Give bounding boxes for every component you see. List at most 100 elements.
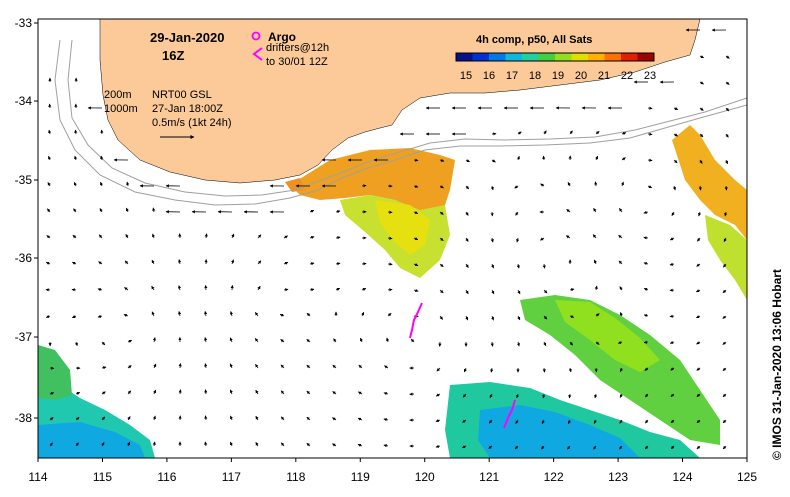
current-vector (153, 234, 154, 238)
current-vector (726, 134, 728, 137)
current-vector (333, 391, 336, 394)
current-vector (674, 160, 677, 163)
colorbar-swatch (456, 53, 473, 61)
current-vector (464, 368, 466, 372)
current-vector (128, 416, 130, 420)
current-vector (544, 368, 545, 372)
current-vector (310, 237, 314, 238)
current-vector (281, 443, 284, 446)
current-vector (72, 290, 76, 291)
current-vector (466, 316, 468, 320)
current-vector (466, 160, 470, 162)
current-vector (128, 391, 131, 394)
current-vector (414, 160, 418, 161)
current-vector (154, 338, 155, 343)
current-vector (619, 235, 623, 238)
current-vector (362, 186, 366, 187)
current-vector (595, 182, 596, 186)
x-tick-label: 115 (93, 470, 112, 484)
current-vector (205, 364, 206, 369)
current-vector (101, 156, 102, 160)
current-vector (436, 446, 440, 447)
current-vector (670, 342, 674, 343)
current-vector (281, 339, 284, 342)
current-vector (359, 365, 362, 368)
x-tick-label: 121 (479, 470, 499, 484)
current-vector (723, 290, 726, 293)
colorbar-swatch (506, 53, 523, 61)
current-vector (723, 420, 726, 423)
current-vector (336, 288, 340, 290)
y-tick-label: -37 (15, 330, 33, 344)
current-vector (358, 444, 362, 446)
current-vector (307, 391, 310, 394)
current-vector (358, 392, 362, 394)
current-vector (255, 338, 258, 342)
current-vector (492, 316, 494, 320)
current-vector (620, 287, 622, 291)
current-vector (492, 264, 494, 268)
current-vector (49, 130, 50, 134)
current-vector (594, 260, 596, 264)
current-vector (127, 182, 128, 186)
current-vector (700, 82, 704, 84)
current-vector (125, 261, 128, 264)
colorbar-swatch (522, 53, 539, 61)
drifters-line1: drifters@12h (266, 42, 329, 54)
current-vector (697, 368, 700, 370)
current-vector (99, 262, 103, 264)
current-vector (700, 108, 703, 111)
current-vector (46, 316, 50, 318)
y-tick-label: -35 (15, 173, 33, 187)
current-vector (414, 290, 418, 291)
current-vector (518, 156, 519, 160)
current-vector (387, 338, 388, 342)
current-vector (723, 316, 726, 319)
current-vector (358, 418, 362, 420)
current-vector (179, 311, 180, 316)
current-vector (98, 289, 102, 290)
current-vector (595, 394, 596, 398)
current-vector (622, 182, 623, 186)
current-vector (102, 342, 105, 345)
current-vector (284, 262, 288, 264)
current-vector (333, 365, 336, 368)
current-vector (126, 208, 128, 212)
current-vector (622, 133, 626, 134)
current-vector (644, 315, 648, 316)
current-vector (674, 186, 675, 190)
current-vector (672, 212, 674, 216)
current-vector (384, 419, 388, 420)
current-vector (697, 238, 700, 241)
x-tick-label: 119 (351, 470, 370, 484)
current-vector (179, 286, 180, 291)
current-vector (440, 264, 443, 267)
isobath-1000m-label: 1000m (104, 103, 138, 115)
current-vector (75, 156, 76, 160)
y-tick-label: -33 (15, 16, 33, 30)
current-vector (231, 416, 233, 420)
current-vector (596, 131, 599, 134)
current-vector (205, 442, 206, 446)
current-vector (726, 56, 729, 58)
current-vector (336, 263, 340, 264)
current-vector (596, 156, 598, 160)
current-vector (594, 208, 597, 212)
current-vector (515, 186, 518, 188)
current-vector (46, 262, 50, 264)
current-vector (492, 290, 494, 294)
current-vector (697, 342, 701, 344)
current-vector (440, 316, 443, 320)
current-vector (50, 368, 54, 369)
colorbar-tick-label: 22 (621, 70, 633, 82)
current-vector (258, 261, 261, 264)
x-tick-label: 117 (222, 470, 241, 484)
current-vector (180, 390, 181, 394)
current-vector (384, 445, 388, 446)
current-vector (492, 238, 493, 242)
y-axis: -33-34-35-36-37-38 (15, 16, 38, 425)
colorbar-tick-label: 23 (644, 70, 656, 82)
current-vector (307, 313, 310, 316)
map-hour: 16Z (162, 48, 184, 63)
current-vector (518, 290, 520, 294)
